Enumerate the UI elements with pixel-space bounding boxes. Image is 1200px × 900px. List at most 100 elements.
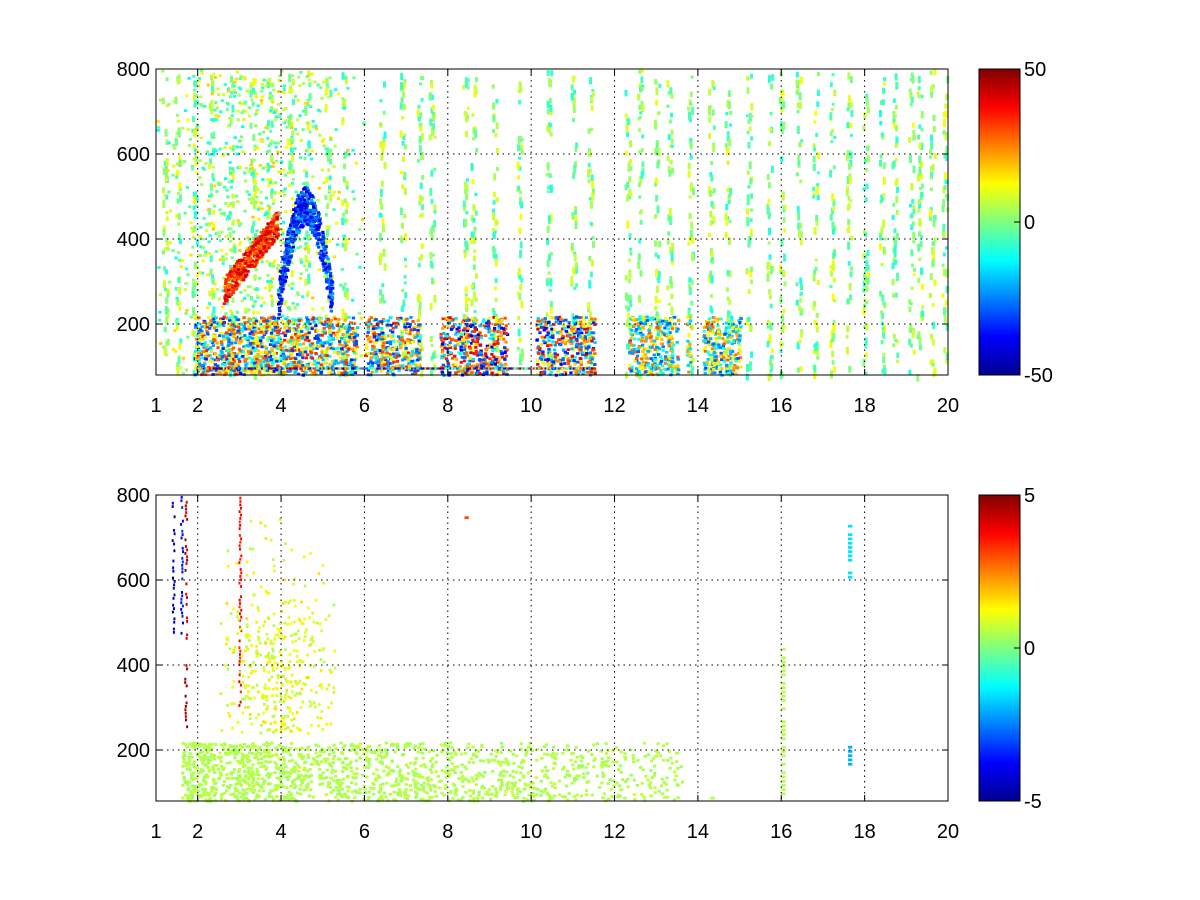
heatmap-cell (401, 141, 405, 146)
heatmap-cell (310, 342, 315, 346)
heatmap-cell (318, 339, 322, 343)
heatmap-cell (283, 360, 287, 364)
heatmap-cell (253, 238, 257, 242)
heatmap-cell (411, 372, 415, 376)
heatmap-cell (471, 113, 475, 117)
heatmap-cell (269, 279, 273, 283)
heatmap-cell (341, 360, 345, 364)
heatmap-cell (881, 327, 885, 331)
heatmap-cell (306, 244, 310, 248)
heatmap-cell (212, 321, 216, 324)
heatmap-cell (236, 329, 240, 333)
heatmap-cell (848, 173, 852, 179)
heatmap-cell (816, 171, 820, 175)
heatmap-cell (228, 333, 232, 337)
heatmap-cell (830, 370, 833, 379)
heatmap-cell (383, 337, 387, 340)
heatmap-cell (796, 206, 800, 213)
heatmap-cell (203, 336, 207, 339)
heatmap-cell (520, 353, 524, 362)
heatmap-cell (882, 87, 885, 94)
heatmap-cell (749, 178, 753, 185)
heatmap-cell (227, 204, 231, 208)
heatmap-cell (864, 279, 868, 284)
heatmap-cell (385, 353, 389, 356)
heatmap-cell (198, 365, 202, 369)
heatmap-cell (466, 114, 469, 121)
heatmap-cell (344, 371, 348, 375)
heatmap-cell (629, 303, 633, 308)
heatmap-cell (519, 88, 522, 93)
heatmap-cell (263, 362, 267, 366)
heatmap-cell (303, 325, 308, 329)
heatmap-cell (519, 214, 523, 220)
heatmap-cell (289, 361, 294, 364)
heatmap-cell (178, 155, 182, 161)
heatmap-cell (769, 322, 773, 331)
heatmap-cell (429, 187, 433, 196)
heatmap-cell (176, 198, 180, 204)
heatmap-cell (224, 177, 228, 180)
heatmap-cell (882, 333, 886, 339)
heatmap-cell (347, 335, 352, 339)
heatmap-cell (253, 328, 257, 332)
heatmap-cell (275, 224, 279, 228)
heatmap-cell (779, 349, 783, 354)
heatmap-cell (880, 194, 884, 202)
heatmap-cell (302, 325, 306, 328)
heatmap-cell (210, 100, 214, 104)
heatmap-cell (864, 232, 868, 237)
heatmap-cell (372, 331, 377, 335)
heatmap-cell (812, 301, 816, 307)
heatmap-cell (339, 283, 343, 287)
heatmap-cell (402, 317, 406, 324)
heatmap-cell (299, 71, 303, 74)
heatmap-cell (185, 186, 189, 189)
heatmap-cell (670, 306, 674, 315)
heatmap-cell (205, 150, 209, 154)
heatmap-cell (238, 77, 243, 80)
heatmap-cell (204, 351, 208, 354)
heatmap-cell (230, 311, 234, 319)
heatmap-cell (255, 229, 259, 233)
heatmap-cell (296, 324, 300, 327)
heatmap-cell (295, 231, 299, 235)
heatmap-cell (309, 347, 313, 351)
heatmap-cell (236, 325, 241, 329)
heatmap-cell (640, 171, 644, 179)
heatmap-cell (942, 112, 946, 118)
heatmap-cell (177, 222, 181, 226)
heatmap-cell (227, 337, 231, 341)
heatmap-cell (253, 243, 257, 247)
heatmap-cell (391, 326, 395, 330)
heatmap-cell (297, 338, 301, 342)
heatmap-cell (195, 361, 199, 365)
heatmap-cell (311, 125, 316, 129)
heatmap-cell (195, 337, 199, 341)
heatmap-cell (266, 336, 270, 343)
heatmap-cell (195, 171, 199, 175)
heatmap-cell (377, 364, 381, 367)
heatmap-cell (266, 361, 270, 365)
heatmap-cell (374, 326, 378, 330)
heatmap-cell (470, 237, 474, 245)
heatmap-cell (301, 224, 305, 228)
heatmap-cell (224, 257, 228, 261)
heatmap-cell (416, 319, 420, 322)
heatmap-cell (257, 320, 261, 324)
heatmap-cell (287, 338, 291, 343)
heatmap-cell (175, 296, 179, 300)
heatmap-cell (201, 245, 206, 249)
heatmap-cell (294, 328, 298, 331)
heatmap-cell (267, 120, 270, 126)
heatmap-cell (198, 254, 203, 257)
heatmap-cell (173, 146, 177, 150)
heatmap-cell (168, 241, 172, 245)
heatmap-cell (224, 312, 228, 315)
heatmap-cell (411, 320, 415, 323)
heatmap-cell (590, 201, 593, 209)
heatmap-cell (336, 352, 340, 356)
heatmap-cell (225, 290, 229, 294)
heatmap-cell (288, 257, 292, 261)
heatmap-cell (366, 325, 371, 329)
